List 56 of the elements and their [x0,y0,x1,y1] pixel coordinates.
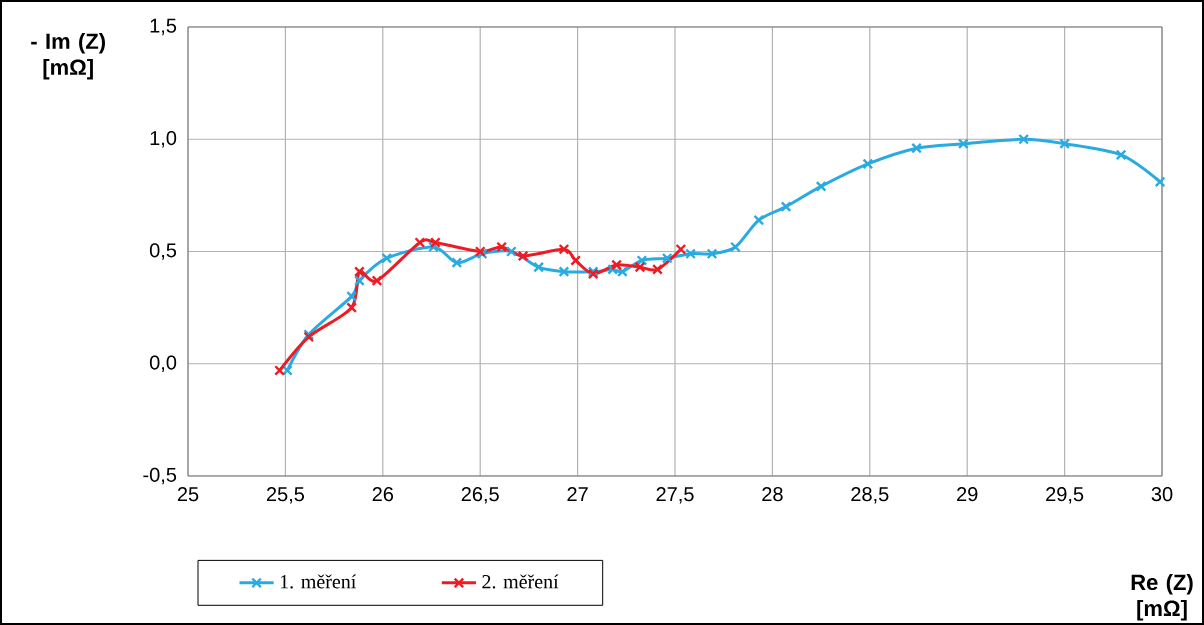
x-tick-label: 26 [372,487,394,502]
point [815,180,827,192]
y-tick-label: 0,5 [149,243,177,260]
point [611,259,623,271]
x-tick-label: 27 [567,487,588,502]
point [570,255,582,266]
point [558,243,570,255]
x-axis-title: Re (Z) [mΩ] [1131,573,1193,621]
point [1018,133,1030,145]
point [428,241,439,253]
point [558,266,570,278]
point [414,237,426,248]
point [274,365,286,376]
x-tick-label: 25 [177,487,199,502]
point [652,264,663,275]
point [706,248,718,260]
y-tick-label: 1,5 [150,18,177,36]
point [346,302,358,314]
point [346,290,358,302]
point [517,250,529,262]
point [381,252,393,264]
x-tick-label: 28 [762,487,783,502]
y-tick-label: -0,5 [143,467,177,485]
point [353,275,365,287]
point [636,255,648,266]
x-tick-label: 29,5 [1046,487,1084,504]
x-tick-label: 28,5 [851,487,889,504]
point [371,275,383,287]
point [505,246,517,257]
x-tick-label: 29 [957,487,978,502]
point [753,214,765,226]
x-tick-label: 26,5 [461,487,499,504]
y-tick-label: 1,0 [150,130,177,148]
legend-label: 1. měření [280,574,357,589]
point [1154,176,1166,188]
point [1059,138,1071,150]
y-axis-title: - Im (Z) [mΩ] [31,32,105,80]
point [957,138,969,150]
legend-label: 2. měření [482,574,559,589]
x-tick-label: 27,5 [656,487,694,504]
y-tick-label: 0,0 [149,355,177,373]
x-tick-label: 30 [1151,487,1173,502]
point [634,261,646,273]
point [661,252,673,264]
point [496,241,508,253]
point [862,158,874,170]
point [675,243,687,255]
point [685,248,697,260]
point [533,261,545,273]
point [911,142,922,154]
point [780,201,792,213]
x-tick-label: 25,5 [266,487,305,504]
point [353,266,365,278]
point [451,257,463,269]
point [429,237,441,248]
point [1115,149,1127,161]
